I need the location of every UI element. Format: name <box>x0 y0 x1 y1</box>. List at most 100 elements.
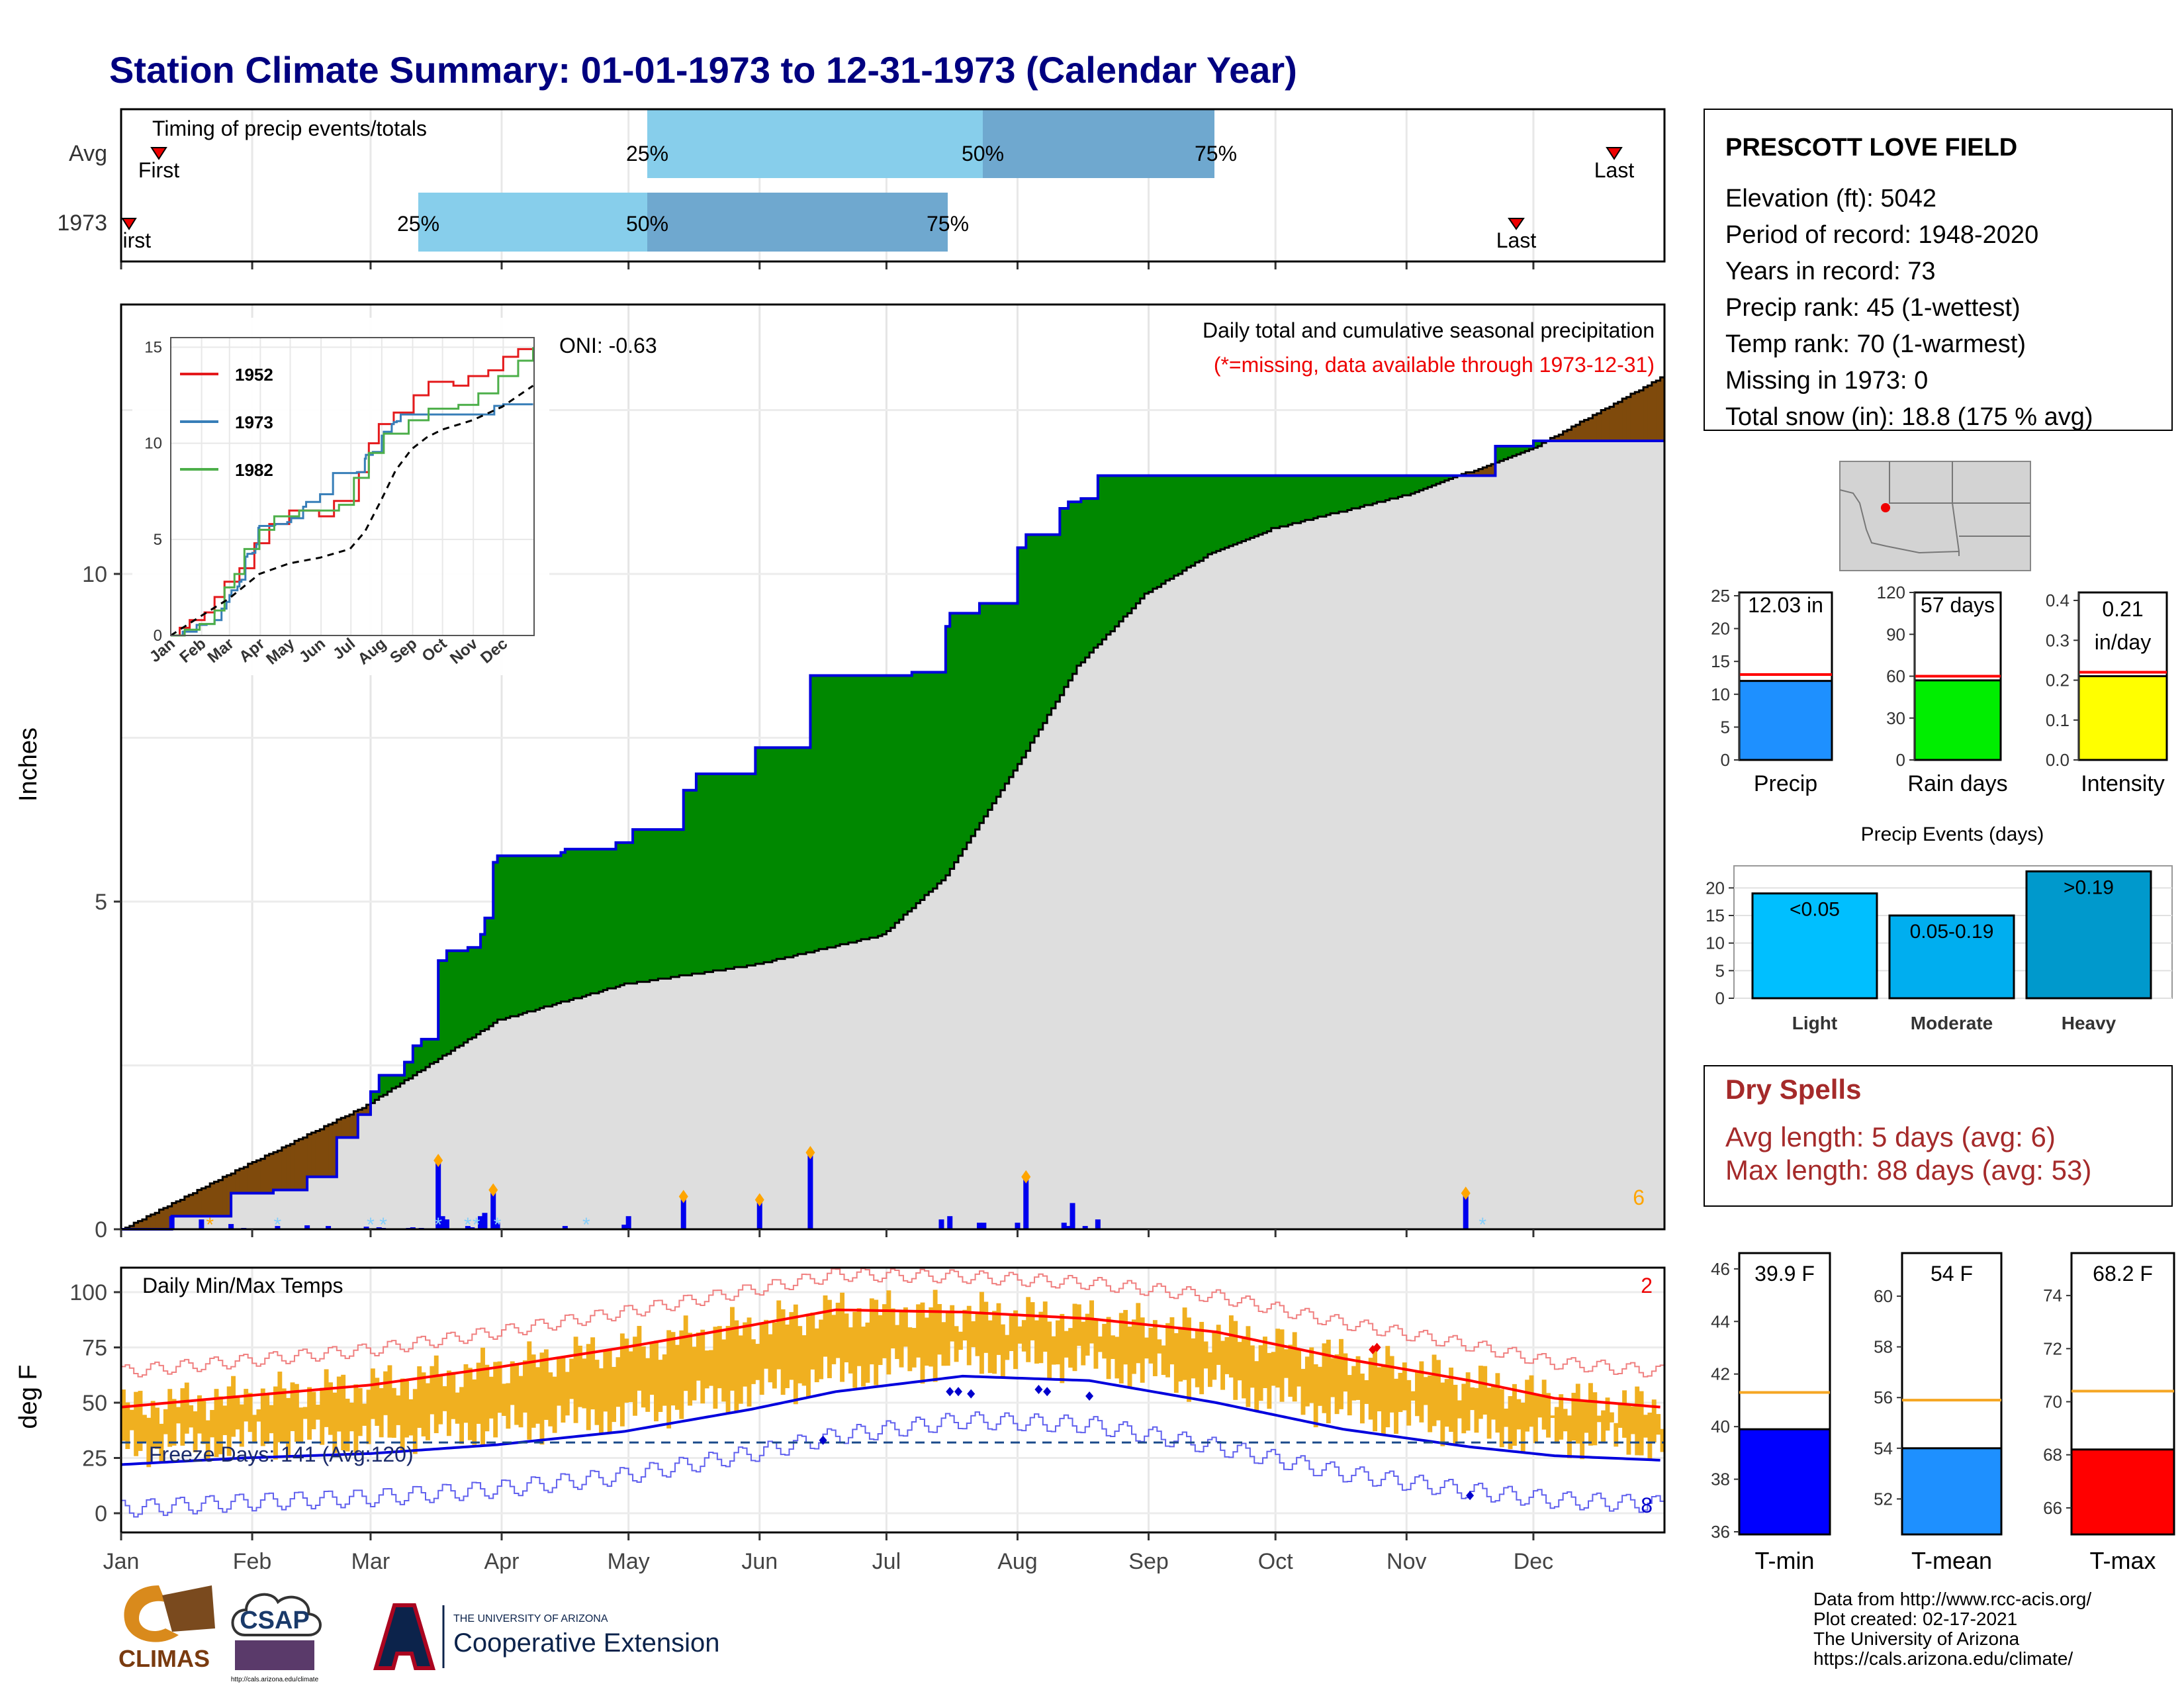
precip-marker-2: * <box>367 1214 375 1236</box>
temp-day-bar-120 <box>624 1338 629 1403</box>
precip-diff-155 <box>772 747 777 961</box>
temp-day-bar-56 <box>353 1384 359 1453</box>
precip-diff-348 <box>1588 418 1593 442</box>
precip-diff-98 <box>531 855 536 1011</box>
temp-day-bar-35 <box>265 1394 270 1444</box>
temp-bar-ticklabel-0-2: 40 <box>1711 1417 1730 1436</box>
temp-day-bar-127 <box>654 1340 659 1422</box>
precip-diff-253 <box>1187 475 1192 568</box>
precip-diff-313 <box>1440 475 1445 483</box>
mini-bar-ticklabel-2-4: 0.4 <box>2046 590 2070 610</box>
events-category-1: Moderate <box>1911 1013 1993 1033</box>
precip-diff-52 <box>336 1119 341 1138</box>
daily-precip-bar-26 <box>756 1199 762 1229</box>
month-label-5: Jun <box>741 1549 778 1574</box>
daily-precip-bar-39 <box>1463 1193 1469 1229</box>
precip-diff-236 <box>1115 475 1120 627</box>
mini-bar-ticklabel-2-0: 0.0 <box>2046 750 2070 770</box>
temp-day-bar-104 <box>557 1356 561 1406</box>
precip-diff-57 <box>357 1109 363 1115</box>
temp-day-bar-32 <box>252 1415 257 1442</box>
precip-diff-344 <box>1571 426 1576 442</box>
temp-day-bar-69 <box>408 1399 414 1436</box>
temp-day-bar-68 <box>404 1381 409 1438</box>
precip-diff-189 <box>916 672 921 904</box>
precip-diff-89 <box>493 862 498 1023</box>
temp-day-bar-106 <box>565 1372 570 1416</box>
temp-day-bar-301 <box>1389 1356 1394 1413</box>
temp-day-bar-359 <box>1635 1386 1640 1456</box>
temp-day-bar-55 <box>349 1402 354 1432</box>
temp-day-bar-223 <box>1060 1313 1065 1383</box>
temp-day-bar-206 <box>987 1320 993 1374</box>
precip-diff-289 <box>1339 475 1344 512</box>
precip-diff-225 <box>1068 502 1073 680</box>
temp-day-bar-107 <box>569 1358 574 1399</box>
precip-diff-360 <box>1639 390 1644 442</box>
precip-diff-265 <box>1237 475 1242 543</box>
precip-ytick-label-0: 0 <box>95 1217 107 1243</box>
temp-day-bar-113 <box>594 1360 600 1425</box>
map-background <box>1839 461 2031 571</box>
precip-diff-81 <box>459 951 465 1046</box>
temp-day-bar-7 <box>146 1417 152 1468</box>
precip-diff-223 <box>1060 508 1065 696</box>
temp-day-bar-60 <box>370 1368 375 1419</box>
precip-events-chart: Precip Events (days) 0 5 10 15 20 <0.05 Light 0… <box>1706 823 2173 1033</box>
temp-day-bar-280 <box>1300 1368 1306 1415</box>
precip-diff-153 <box>764 747 769 962</box>
temp-day-bar-5 <box>138 1391 143 1451</box>
precip-diff-87 <box>484 917 490 1030</box>
temp-day-bar-247 <box>1161 1345 1166 1376</box>
precip-diff-320 <box>1470 472 1475 476</box>
temp-day-bar-135 <box>688 1333 693 1406</box>
precip-diff-125 <box>645 829 651 982</box>
precip-diff-128 <box>658 829 663 979</box>
precip-diff-221 <box>1051 534 1056 708</box>
precip-diff-301 <box>1389 475 1394 499</box>
temp-day-bar-270 <box>1258 1345 1263 1401</box>
temp-day-bar-300 <box>1385 1346 1390 1428</box>
precip-diff-281 <box>1304 475 1310 520</box>
temp-day-bar-64 <box>387 1365 392 1438</box>
precip-diff-88 <box>488 917 494 1027</box>
temp-day-bar-59 <box>366 1389 371 1444</box>
climas-logo: CLIMAS <box>118 1585 215 1672</box>
precip-diff-359 <box>1635 392 1640 442</box>
precip-diff-272 <box>1267 475 1272 532</box>
csap-url: http://cals.arizona.edu/climate <box>231 1676 319 1683</box>
temp-day-bar-364 <box>1656 1414 1661 1435</box>
temp-day-bar-33 <box>256 1409 261 1422</box>
precip-diff-204 <box>979 603 984 823</box>
precip-diff-259 <box>1212 475 1217 553</box>
temp-day-bar-116 <box>607 1350 612 1433</box>
precip-diff-21 <box>205 1186 210 1217</box>
temp-day-bar-96 <box>522 1360 527 1413</box>
temp-day-bar-347 <box>1584 1401 1589 1433</box>
timing-avg-25-label: 25% <box>626 142 668 165</box>
precip-diff-326 <box>1495 445 1500 463</box>
temp-day-bar-121 <box>628 1351 633 1403</box>
temp-bar-ticklabel-2-2: 70 <box>2043 1392 2062 1412</box>
events-bar-1 <box>1888 914 2015 1000</box>
precip-diff-22 <box>210 1183 215 1217</box>
daily-precip-bar-19 <box>482 1213 488 1229</box>
precip-diff-288 <box>1334 475 1340 514</box>
precip-diff-339 <box>1550 438 1555 442</box>
precip-diff-290 <box>1343 475 1348 512</box>
temp-day-bar-338 <box>1546 1393 1551 1438</box>
temp-day-bar-325 <box>1491 1385 1496 1420</box>
temp-bar-label-2: 68.2 F <box>2093 1262 2153 1286</box>
temp-day-bar-54 <box>345 1398 350 1452</box>
temp-day-bar-152 <box>759 1322 764 1395</box>
precip-diff-322 <box>1478 469 1483 476</box>
precip-diff-222 <box>1055 534 1060 702</box>
temp-day-bar-182 <box>886 1290 891 1375</box>
temp-day-bar-23 <box>214 1389 219 1458</box>
precip-diff-242 <box>1140 475 1145 599</box>
record-high-line <box>121 1268 1664 1378</box>
precip-diff-15 <box>180 1199 185 1217</box>
precip-diff-156 <box>776 747 782 959</box>
temp-day-bar-102 <box>548 1372 553 1427</box>
precip-diff-210 <box>1005 603 1010 784</box>
